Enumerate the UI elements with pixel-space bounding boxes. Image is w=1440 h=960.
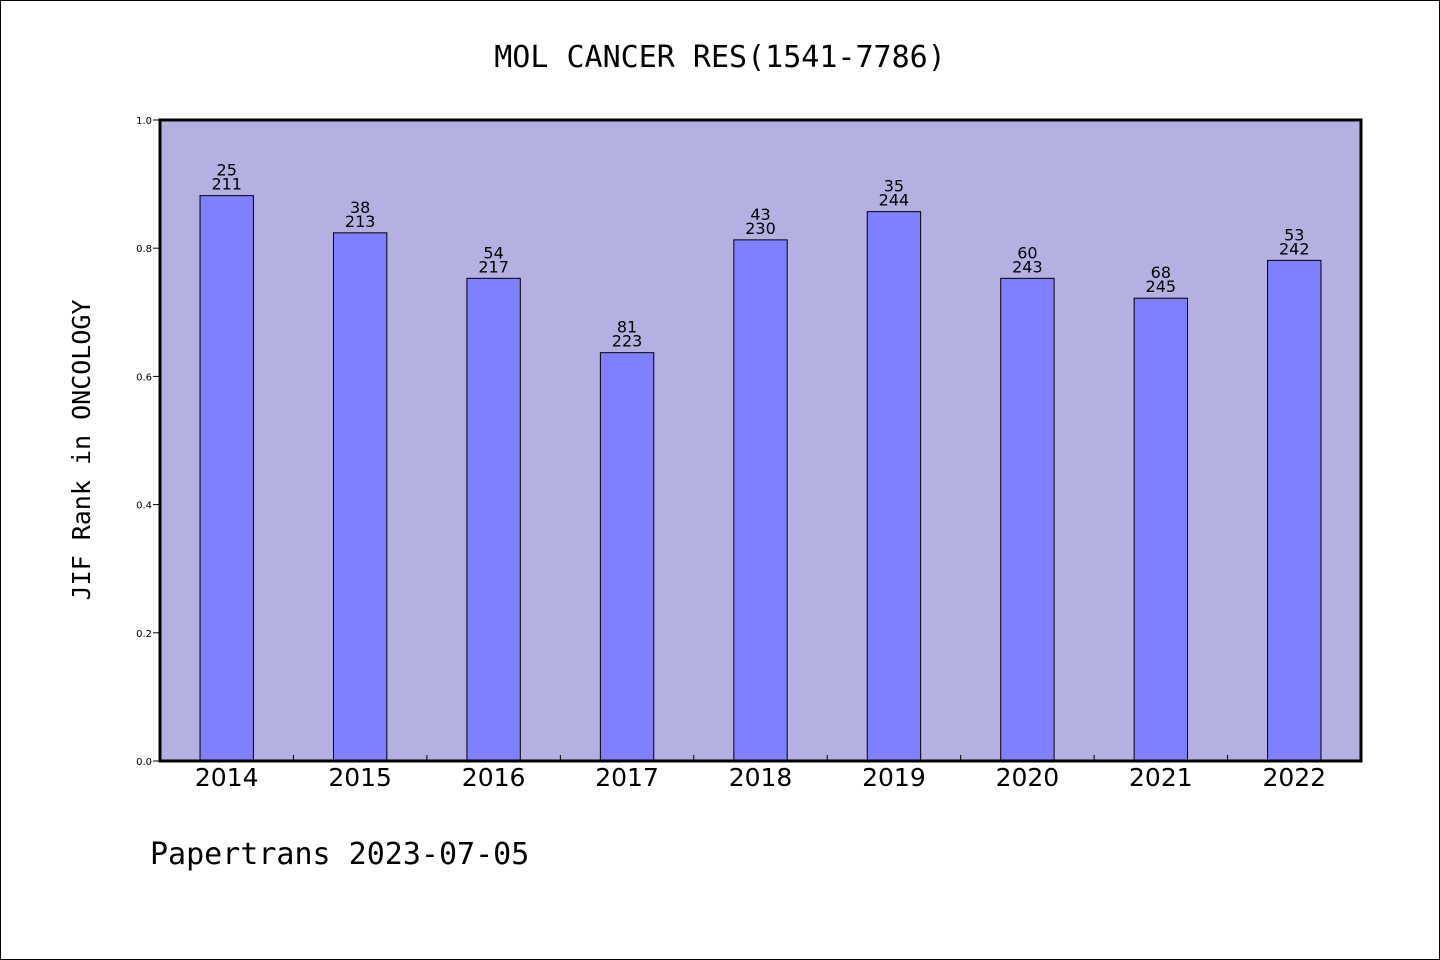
bars: [199, 195, 1322, 762]
bar-2021: [1133, 297, 1189, 762]
bar-rank-label: 35: [884, 177, 904, 196]
y-tick-label: 0.0: [136, 757, 152, 768]
x-tick-label: 2020: [996, 763, 1060, 792]
bar-rank-label: 25: [217, 161, 237, 180]
bar-total-label: 213: [345, 212, 376, 231]
x-tick-label: 2017: [595, 763, 659, 792]
bar-2015: [332, 232, 388, 762]
bar-total-label: 245: [1146, 277, 1177, 296]
x-tick-label: 2015: [328, 763, 392, 792]
y-tick-label: 0.8: [136, 244, 152, 255]
bar-2017: [599, 352, 655, 762]
bar-rank-label: 53: [1284, 225, 1304, 244]
bar-2019: [866, 211, 922, 762]
bar-2016: [466, 277, 521, 762]
bar-rank-label: 43: [750, 205, 770, 224]
x-tick-label: 2018: [729, 763, 793, 792]
x-tick-label: 2016: [462, 763, 526, 792]
bar-2018: [733, 239, 788, 762]
bar-rank-label: 54: [483, 243, 503, 262]
chart-title: MOL CANCER RES(1541-7786): [494, 40, 946, 75]
bar-rank-label: 81: [617, 318, 637, 337]
bar-rank-label: 60: [1017, 243, 1037, 262]
plot-border: [158, 118, 1363, 763]
y-tick-label: 0.4: [136, 501, 152, 512]
y-axis: 0.0 0.2 0.4 0.6 0.8 1.0: [136, 116, 160, 768]
bar-total-label: 217: [478, 257, 509, 276]
y-axis-label: JIF Rank in ONCOLOGY: [67, 299, 96, 600]
x-tick-label: 2014: [195, 763, 259, 792]
bar-total-label: 244: [879, 191, 910, 210]
footer-text: Papertrans 2023-07-05: [150, 837, 529, 872]
x-tick-label: 2019: [862, 763, 926, 792]
bar-total-label: 243: [1012, 257, 1043, 276]
bar-total-label: 242: [1279, 239, 1310, 258]
bar-rank-label: 68: [1151, 263, 1171, 282]
bar-total-label: 211: [211, 175, 242, 194]
bar-2020: [1000, 277, 1055, 762]
bar-total-label: 223: [612, 332, 643, 351]
bar-rank-label: 38: [350, 198, 370, 217]
bar-2014: [199, 195, 254, 762]
x-tick-label: 2022: [1262, 763, 1326, 792]
x-tick-label: 2021: [1129, 763, 1193, 792]
bar-total-label: 230: [745, 219, 776, 238]
y-tick-label: 0.2: [136, 629, 152, 640]
y-tick-label: 1.0: [136, 116, 152, 127]
x-axis: 2014 2015 2016 2017 2018 2019 2020 2021 2022: [195, 755, 1326, 792]
y-tick-label: 0.6: [136, 372, 152, 383]
bar-2022: [1267, 259, 1322, 762]
